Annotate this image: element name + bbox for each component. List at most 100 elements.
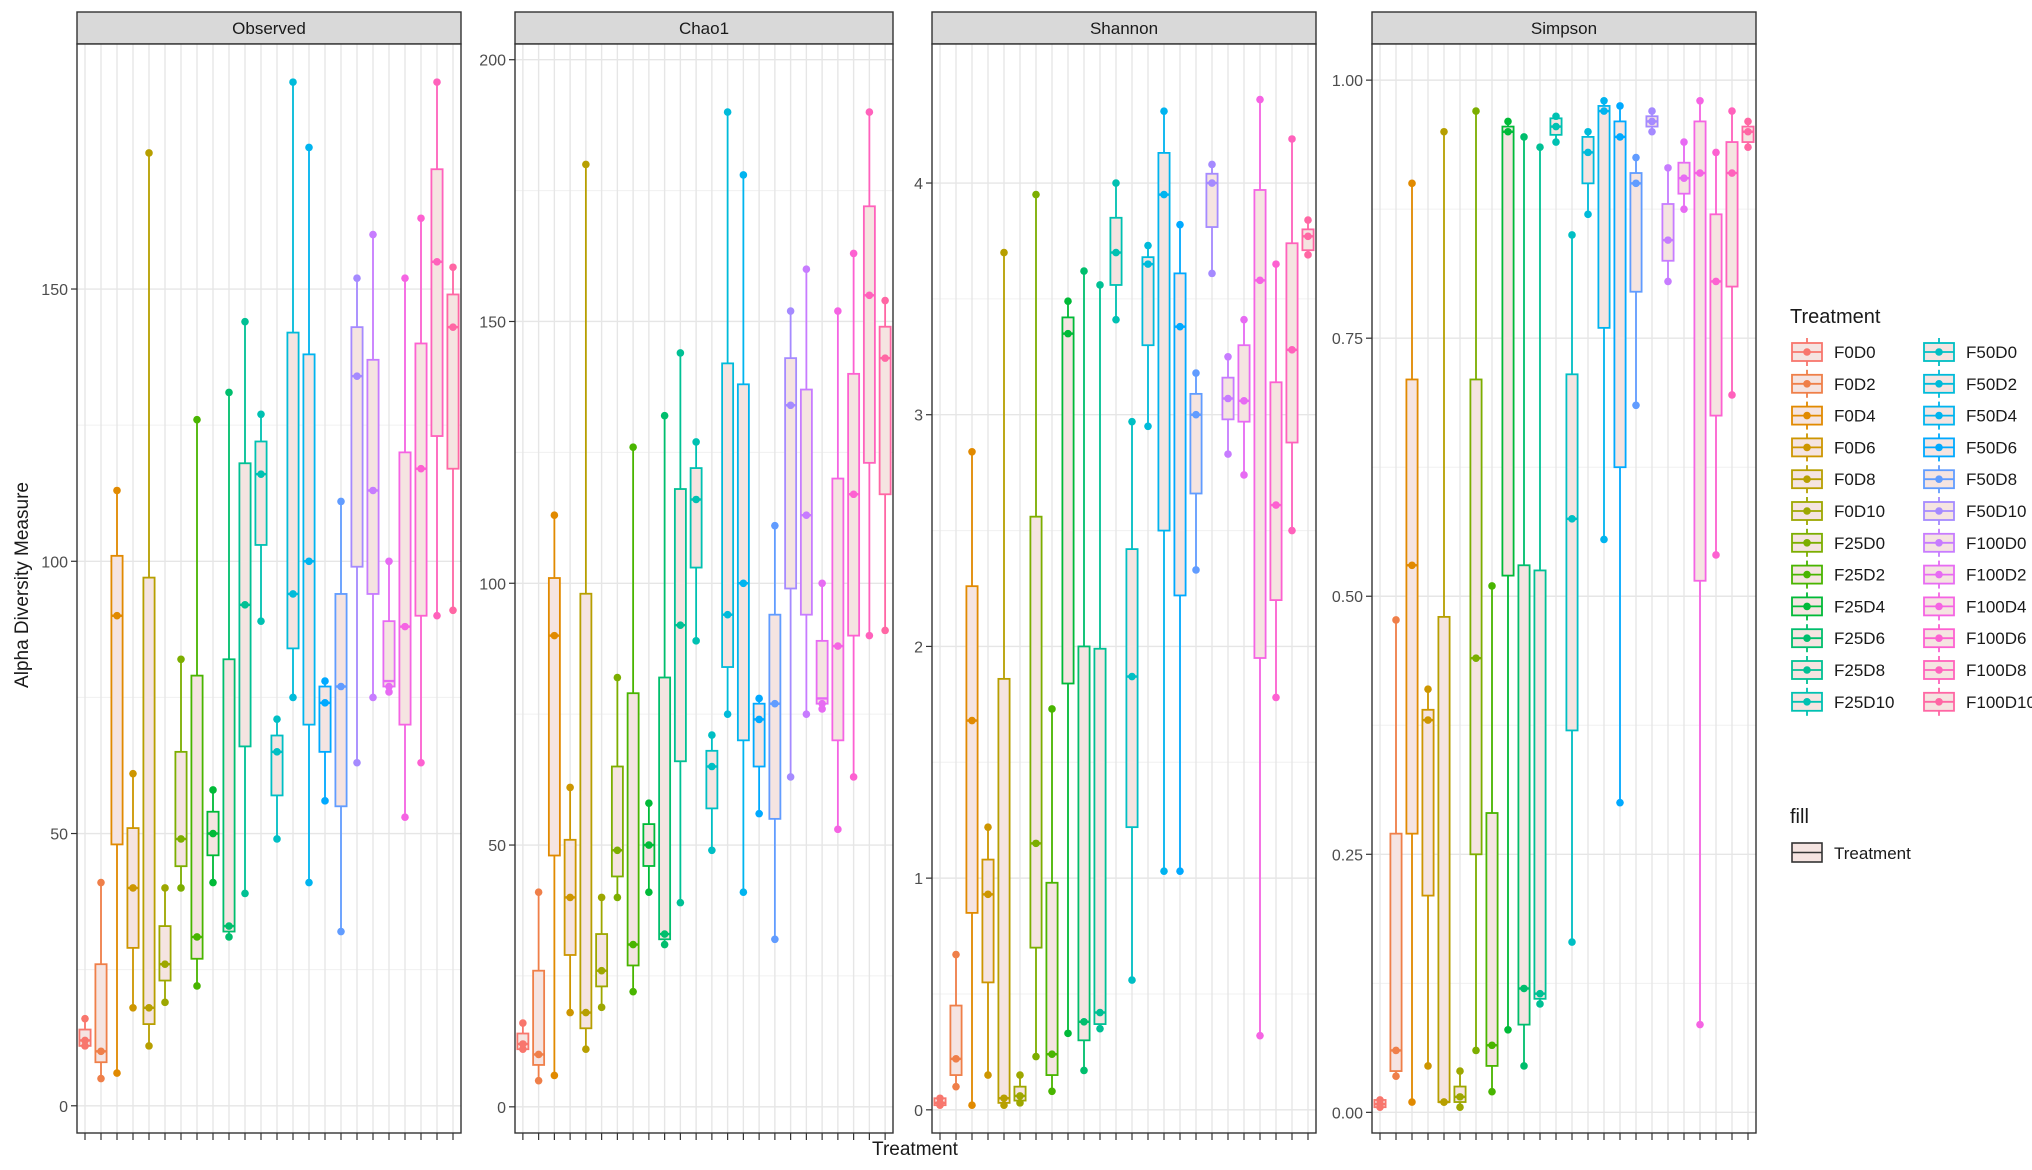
data-point [676, 621, 685, 629]
box-body [1173, 272, 1187, 597]
box-F100D0 [1661, 164, 1675, 286]
data-point [1272, 501, 1280, 509]
box-body [382, 620, 396, 688]
data-point [676, 349, 685, 357]
data-point [1664, 236, 1672, 244]
box-F100D10 [1301, 216, 1315, 259]
box-body [94, 963, 108, 1064]
data-point [1536, 989, 1544, 998]
legend-label: F25D8 [1834, 661, 1885, 680]
legend-entries: F0D0 F0D2 F0D4 F0D6 F0D8 F0D10 F25D0 F25D2 F25D4… [1791, 338, 2032, 716]
data-point [1632, 153, 1640, 162]
data-point [321, 797, 329, 805]
box-body [174, 750, 188, 868]
data-point [177, 655, 185, 664]
data-point [369, 230, 377, 239]
data-point [739, 579, 748, 588]
data-point [534, 888, 543, 896]
data-point [1032, 839, 1040, 848]
legend-label: F25D2 [1834, 566, 1885, 585]
box-F0D2 [94, 878, 108, 1083]
data-point [289, 693, 297, 702]
data-point [145, 149, 153, 157]
box-body [334, 593, 348, 808]
legend-key-point [1935, 380, 1943, 388]
data-point [1600, 535, 1608, 544]
box-F50D0 [270, 715, 284, 843]
data-point [519, 1019, 527, 1027]
box-F50D2 [1581, 127, 1595, 219]
data-point [273, 835, 281, 843]
data-point [771, 699, 779, 708]
data-point [1208, 160, 1216, 169]
box-F25D6 [1077, 267, 1091, 1075]
data-point [1696, 169, 1704, 177]
data-point [582, 1008, 590, 1017]
legend-entry-F50D4: F50D4 [1923, 401, 2017, 430]
data-point [1424, 716, 1432, 724]
data-point [834, 307, 842, 315]
y-tick-label: 1 [914, 871, 923, 888]
legend-key-point [1935, 475, 1943, 484]
box-body [1421, 708, 1435, 897]
data-point [708, 762, 716, 771]
box-body [547, 577, 561, 857]
data-point [449, 606, 457, 615]
box-F25D2 [1045, 705, 1059, 1096]
data-point [613, 673, 622, 682]
data-point [1664, 164, 1672, 172]
data-point [289, 590, 297, 598]
data-point [209, 829, 217, 838]
box-F0D8 [142, 149, 156, 1050]
y-tick-label: 3 [914, 408, 923, 425]
box-F100D4 [1253, 95, 1267, 1040]
data-point [1176, 322, 1184, 331]
data-point [550, 1071, 559, 1080]
box-F100D10 [1741, 117, 1755, 152]
data-point [1112, 315, 1120, 324]
panel-border [76, 43, 462, 1134]
data-point [401, 622, 409, 631]
legend-key-point [1803, 570, 1811, 579]
box-body [981, 858, 995, 984]
box-F50D6 [752, 694, 766, 818]
box-F25D2 [626, 443, 640, 996]
data-point [1520, 984, 1528, 993]
data-point [566, 893, 574, 902]
data-point [129, 884, 137, 892]
data-point [1304, 251, 1312, 259]
data-point [1272, 260, 1280, 268]
data-point [1424, 1062, 1432, 1070]
data-point [582, 160, 590, 169]
box-body [222, 658, 236, 933]
box-body [721, 362, 735, 668]
data-point [865, 291, 874, 300]
data-point [257, 617, 265, 625]
box-F25D6 [222, 388, 236, 941]
data-point [161, 960, 169, 969]
box-body [366, 358, 380, 595]
data-point [849, 249, 858, 258]
data-point [1240, 471, 1248, 479]
data-point [1648, 107, 1656, 115]
box-body [626, 692, 640, 967]
data-point [337, 927, 345, 936]
box-body [831, 477, 845, 742]
data-point [257, 410, 265, 419]
data-point [113, 1069, 121, 1077]
box-body [1237, 344, 1251, 423]
data-point [1192, 410, 1200, 419]
data-point [241, 601, 249, 609]
data-point [1144, 260, 1152, 268]
box-body [302, 353, 316, 726]
box-body [446, 293, 460, 470]
data-point [1568, 231, 1576, 239]
box-body [1613, 120, 1627, 469]
data-point [1392, 616, 1400, 624]
box-F25D6 [658, 411, 672, 949]
data-point [273, 748, 281, 756]
box-body [1269, 381, 1283, 601]
box-F0D0 [933, 1094, 947, 1109]
box-body [350, 326, 364, 568]
data-point [1208, 179, 1216, 187]
